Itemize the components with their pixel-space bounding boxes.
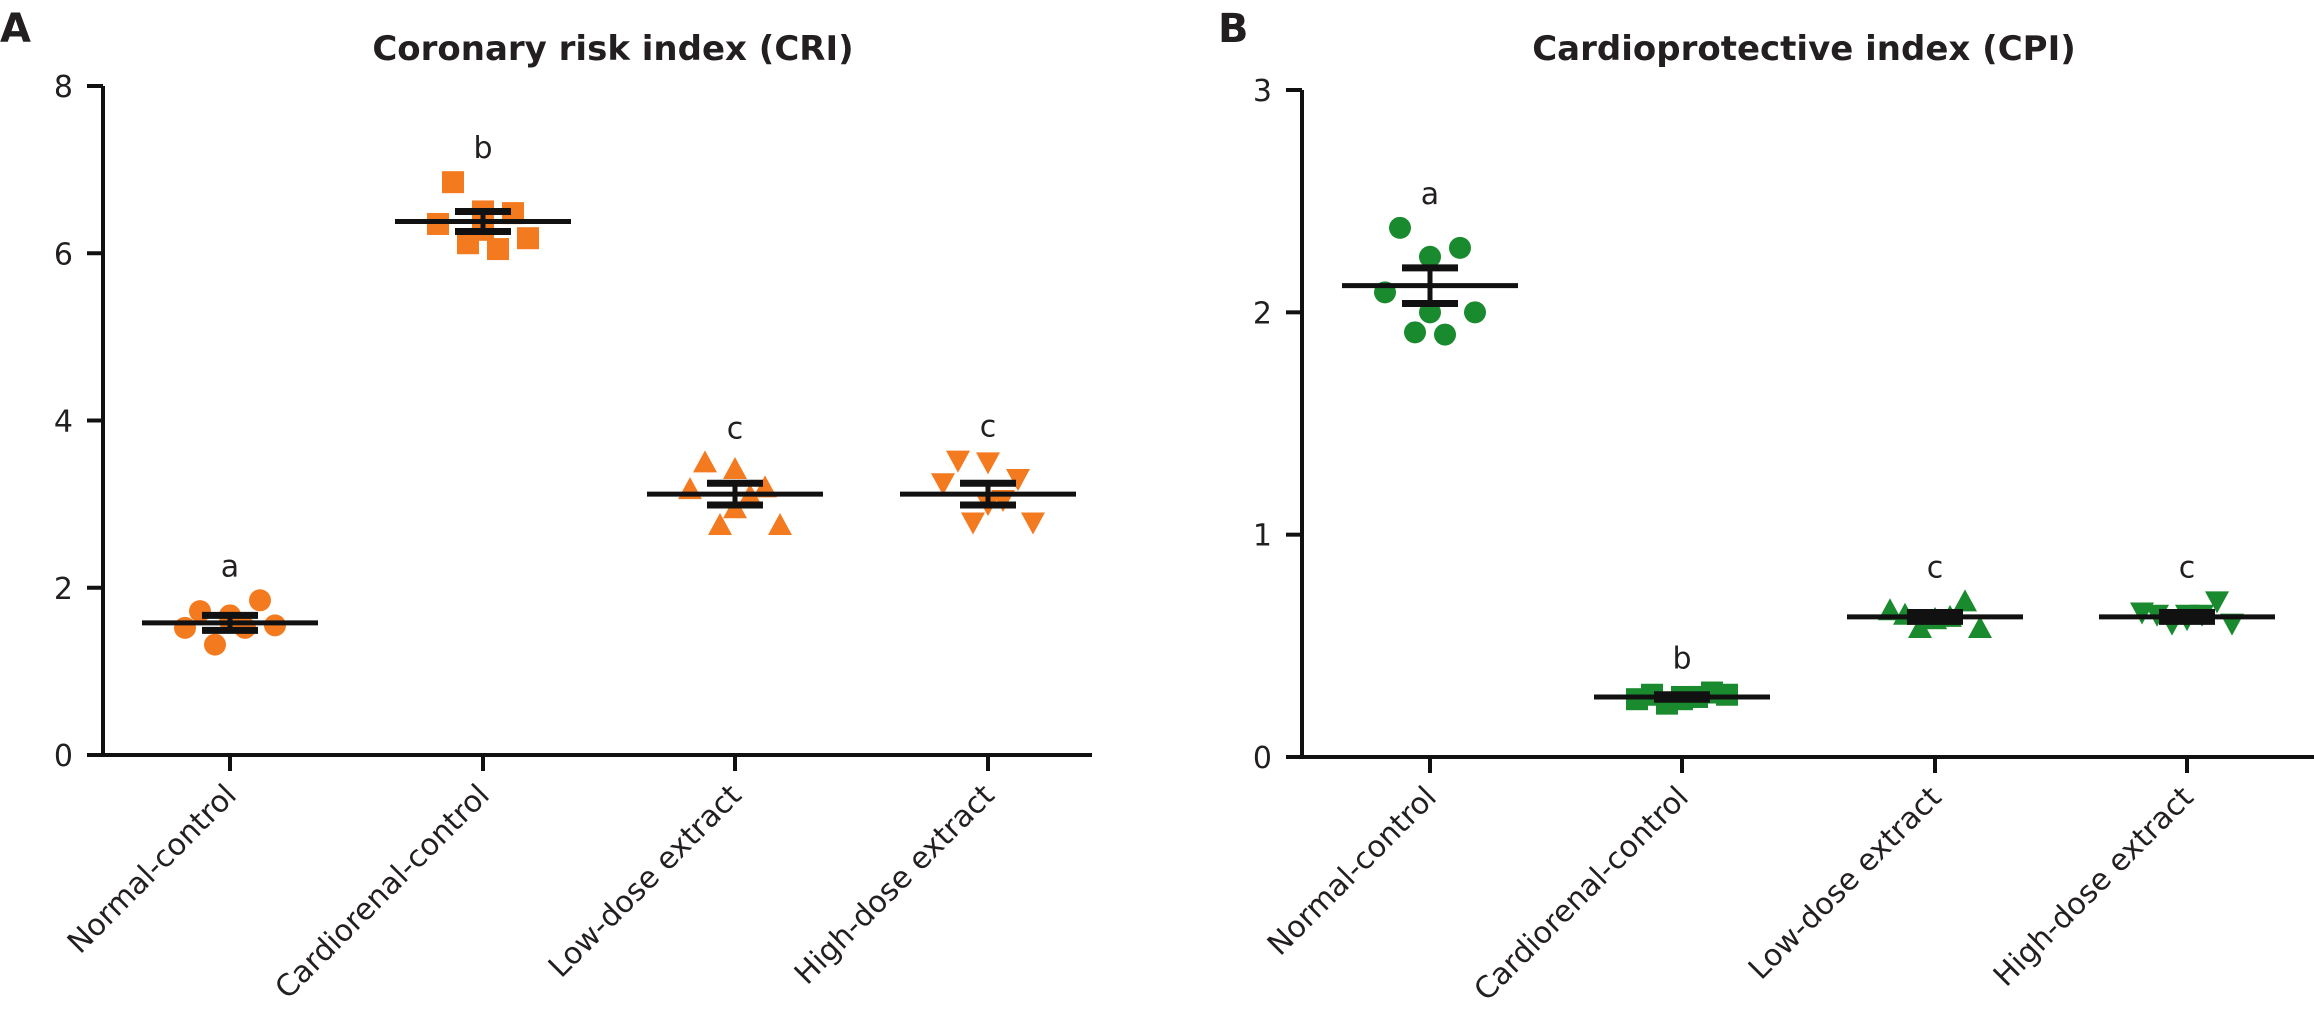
panel-letter-b: B <box>1218 6 1249 52</box>
y-tick-label: 6 <box>54 237 73 272</box>
data-point <box>708 513 732 536</box>
y-tick-label: 2 <box>54 572 73 607</box>
chart-title-cri: Coronary risk index (CRI) <box>372 29 853 69</box>
data-point <box>457 232 479 255</box>
data-point <box>1953 589 1977 612</box>
y-tick-label: 2 <box>1253 296 1272 331</box>
x-tick-label: High-dose extract <box>1987 780 2201 994</box>
significance-letter: c <box>727 411 744 446</box>
data-point <box>427 212 449 235</box>
data-point <box>517 227 539 250</box>
x-tick-label: Normal-control <box>1261 780 1444 963</box>
data-point <box>264 614 286 637</box>
y-tick-label: 3 <box>1253 74 1272 109</box>
data-point <box>2130 602 2154 625</box>
chart-title-cpi: Cardioprotective index (CPI) <box>1532 29 2076 69</box>
data-point <box>1908 616 1932 639</box>
y-tick-label: 0 <box>1253 741 1272 776</box>
x-tick-label: Normal-control <box>61 778 244 961</box>
data-point <box>976 452 1000 475</box>
panel-a: A Coronary risk index (CRI) 0 2 4 6 8 Normal-… <box>0 6 1092 1006</box>
x-tick-label: Cardiorenal-control <box>269 778 497 1006</box>
panel-b: B Cardioprotective index (CPI) 0 1 2 3 Norma… <box>1218 6 2314 1008</box>
data-point <box>693 450 717 473</box>
significance-letter: c <box>980 410 997 445</box>
significance-letter: b <box>473 131 492 166</box>
significance-letter: a <box>221 549 239 584</box>
data-point <box>174 616 196 639</box>
data-point <box>1968 616 1992 639</box>
significance-letter: b <box>1672 642 1691 677</box>
data-point <box>1419 245 1441 268</box>
y-tick-label: 1 <box>1253 519 1272 554</box>
data-point <box>1006 469 1030 492</box>
data-point <box>1434 323 1456 346</box>
y-tick-label: 0 <box>54 739 73 774</box>
data-point <box>1449 236 1471 259</box>
data-point <box>1464 301 1486 324</box>
data-point <box>204 633 226 656</box>
x-tick-label: Low-dose extract <box>542 778 749 985</box>
data-point <box>1404 321 1426 344</box>
y-tick-label: 8 <box>54 70 73 105</box>
significance-letter: c <box>1927 550 1944 585</box>
data-point <box>189 600 211 623</box>
x-tick-label: Low-dose extract <box>1742 780 1949 987</box>
panel-letter-a: A <box>0 6 31 52</box>
data-point <box>768 513 792 536</box>
data-point <box>1021 512 1045 535</box>
data-point <box>723 457 747 480</box>
data-point <box>249 589 271 612</box>
data-point <box>2205 591 2229 614</box>
y-tick-label: 4 <box>54 405 73 440</box>
data-point <box>502 202 524 225</box>
x-tick-label: High-dose extract <box>788 778 1002 992</box>
data-point <box>442 171 464 194</box>
significance-letter: a <box>1421 177 1439 212</box>
data-point <box>931 473 955 496</box>
x-tick-label: Cardiorenal-control <box>1468 780 1696 1008</box>
data-point <box>946 450 970 473</box>
data-point <box>487 238 509 261</box>
data-point <box>1389 216 1411 239</box>
significance-letter: c <box>2179 550 2196 585</box>
data-point <box>961 512 985 535</box>
